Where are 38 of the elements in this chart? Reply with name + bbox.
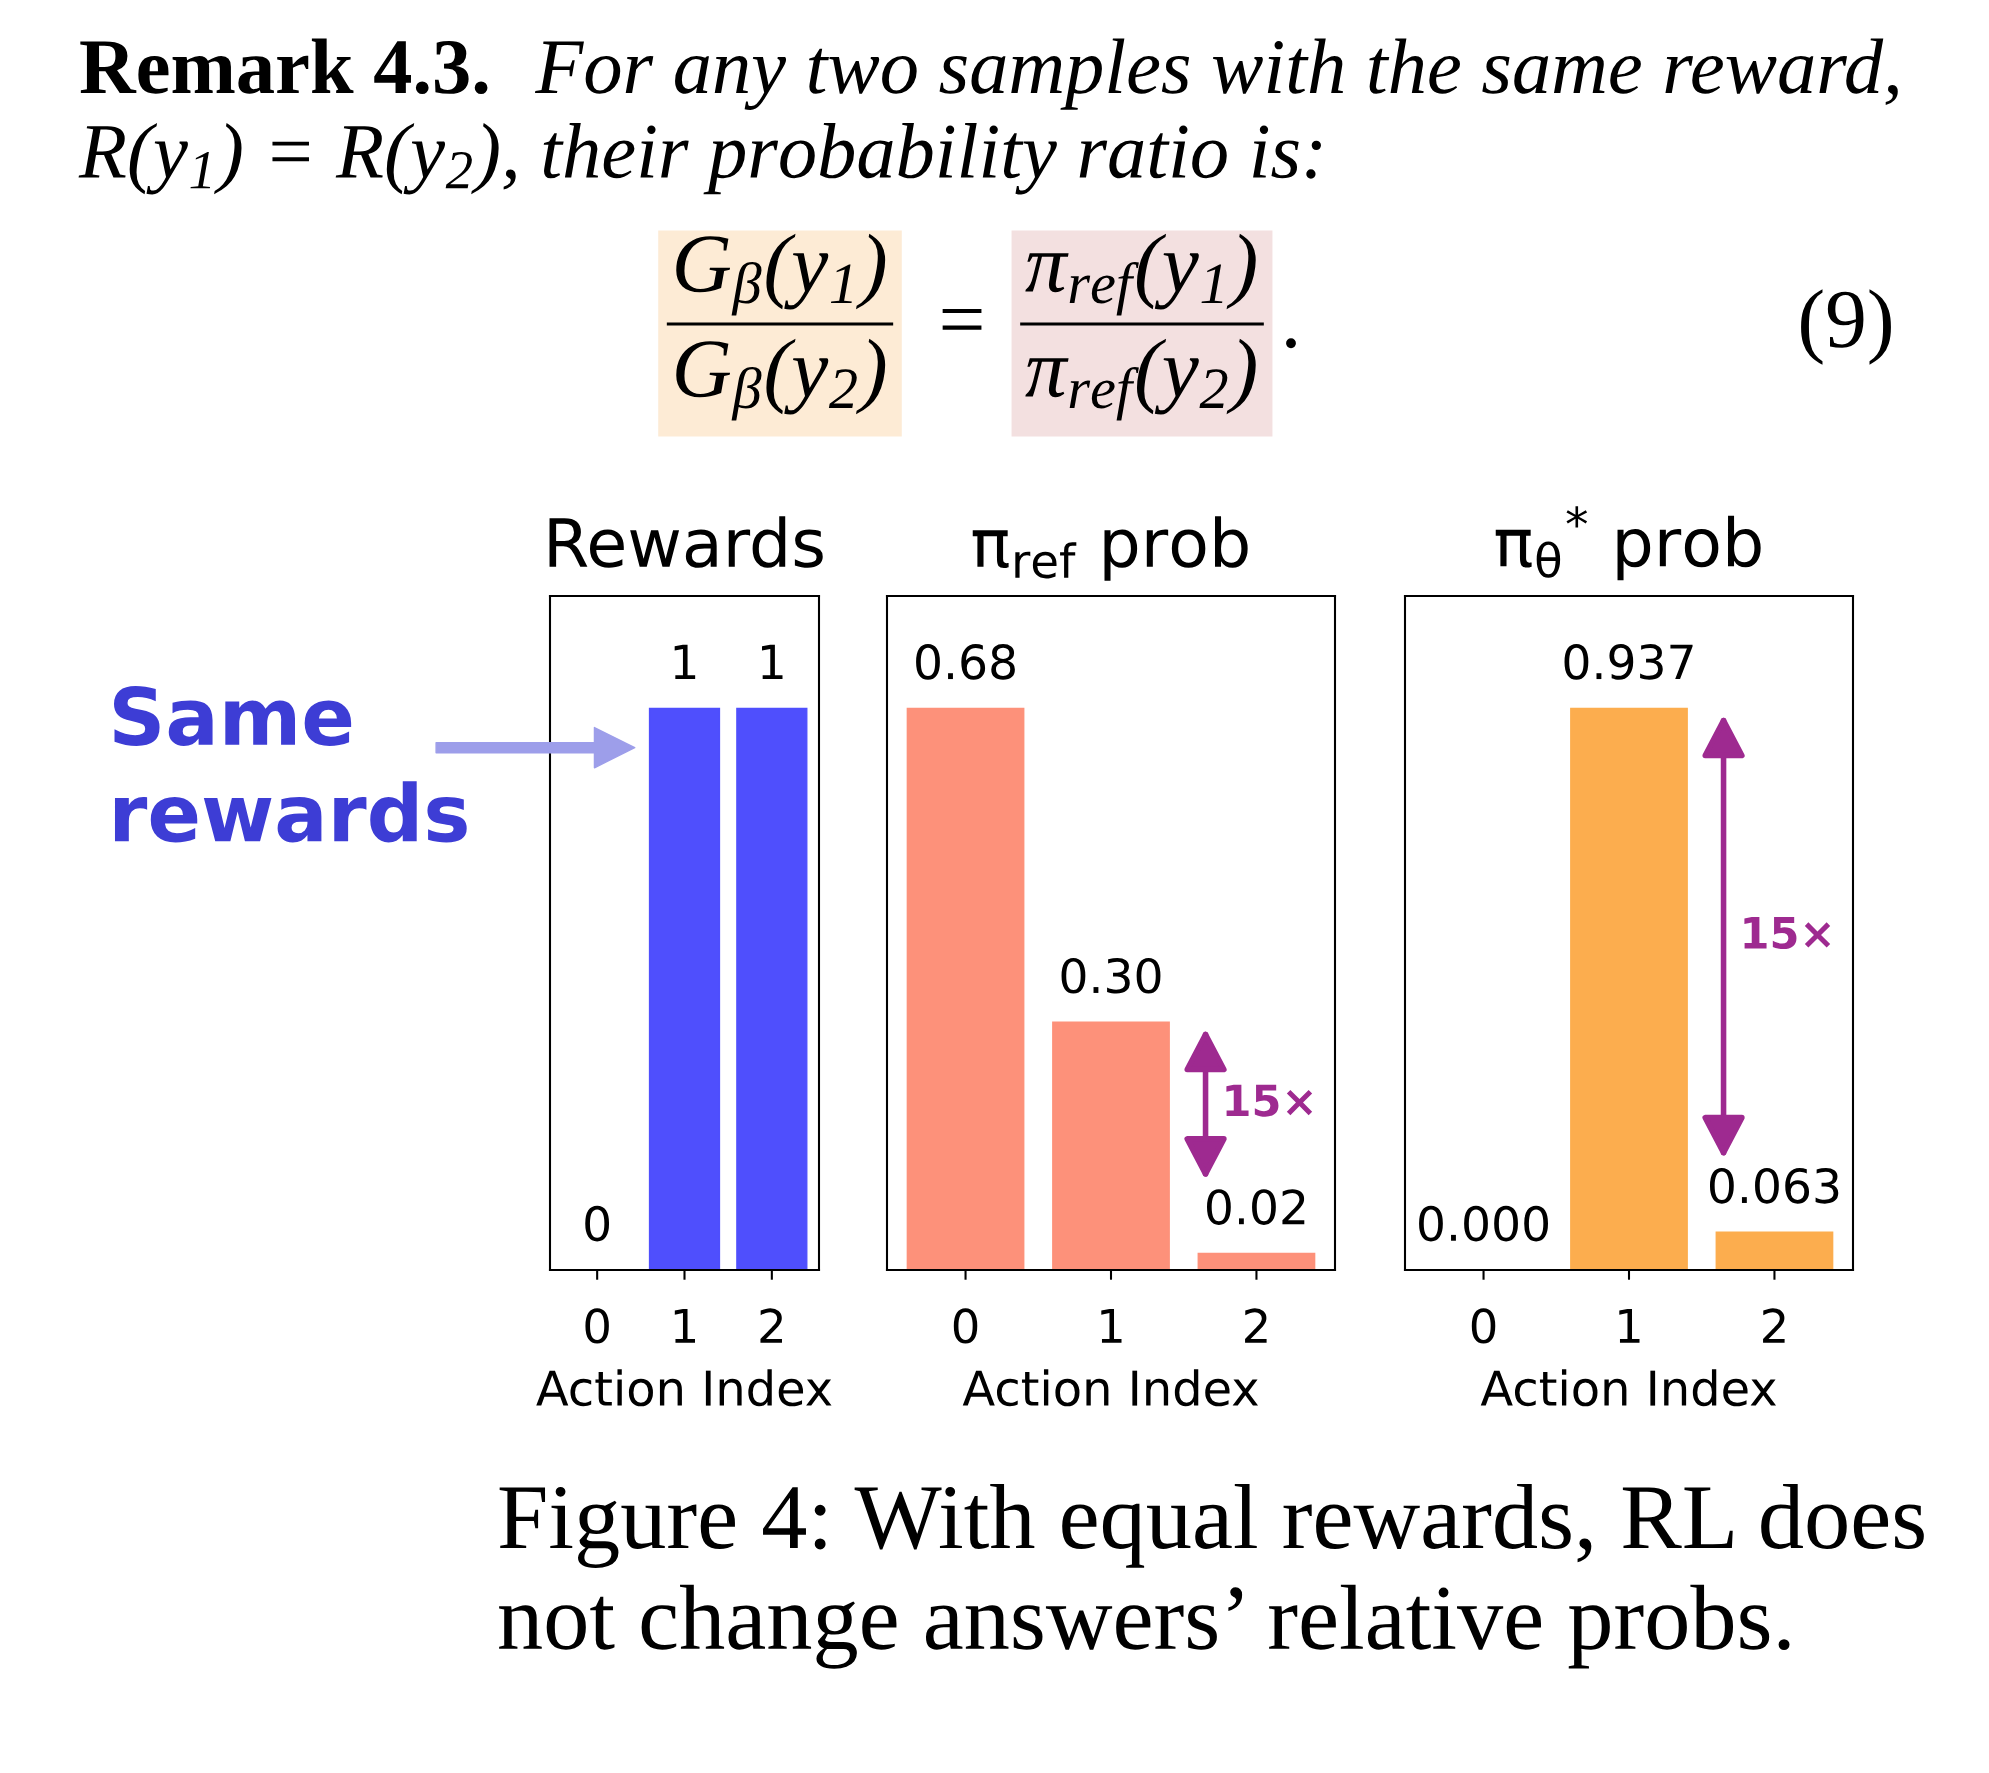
data-label: 0: [585, 1205, 610, 1242]
annotation: 15×: [1226, 1084, 1313, 1117]
x-tick-label: 2: [760, 1308, 782, 1343]
chart-title: π$_{θ}$$^{*}$ prob: [1495, 506, 1761, 581]
x-tick-label: 0: [953, 1308, 978, 1344]
x-tick-label: 1: [674, 1308, 696, 1343]
text: Same rewards: [114, 686, 467, 843]
x-axis-title: Action Index: [536, 1369, 832, 1407]
data-label: 0.937: [1564, 644, 1693, 680]
chart-title: π$_{ref}$ prob: [972, 516, 1248, 581]
x-tick-label: 1: [1619, 1308, 1640, 1343]
data-label: 1: [674, 644, 696, 680]
x-tick-label: 0: [585, 1308, 609, 1344]
data-label: 0.68: [916, 644, 1015, 680]
x-tick-label: 1: [1101, 1308, 1122, 1343]
text: For any two samples with the same reward,: [534, 38, 1898, 110]
data-label: 1: [762, 644, 783, 680]
text: Remark 4.3.: [80, 38, 488, 95]
caption: Figure 4: With equal rewards, RL does not change answers’ relative probs.: [499, 1484, 1924, 1669]
chart-title: Rewards: [549, 516, 823, 568]
data-label: 0.063: [1709, 1167, 1839, 1204]
text: π$_{ref}$(y$_{1}$): [1025, 233, 1256, 316]
x-axis-title: Action Index: [1480, 1369, 1777, 1407]
annotation: 15×: [1744, 917, 1831, 950]
x-tick-label: 2: [1245, 1308, 1267, 1343]
text: G$_{β}$(y$_{2}$): [676, 338, 886, 421]
text: (9): [1801, 289, 1891, 365]
x-tick-label: 0: [1471, 1308, 1496, 1344]
x-axis-title: Action Index: [962, 1369, 1259, 1407]
text: R(y$_{1}$) = R(y$_{2}$), their probability ratio is:: [78, 123, 1321, 195]
data-label: 0.02: [1207, 1189, 1305, 1225]
text: .: [1286, 338, 1296, 349]
data-label: 0.000: [1419, 1205, 1548, 1242]
text: π$_{ref}$(y$_{2}$): [1025, 338, 1256, 421]
text: G$_{β}$(y$_{1}$): [676, 233, 886, 316]
data-label: 0.30: [1061, 957, 1161, 994]
text: =: [942, 308, 982, 330]
x-tick-label: 2: [1763, 1308, 1785, 1343]
